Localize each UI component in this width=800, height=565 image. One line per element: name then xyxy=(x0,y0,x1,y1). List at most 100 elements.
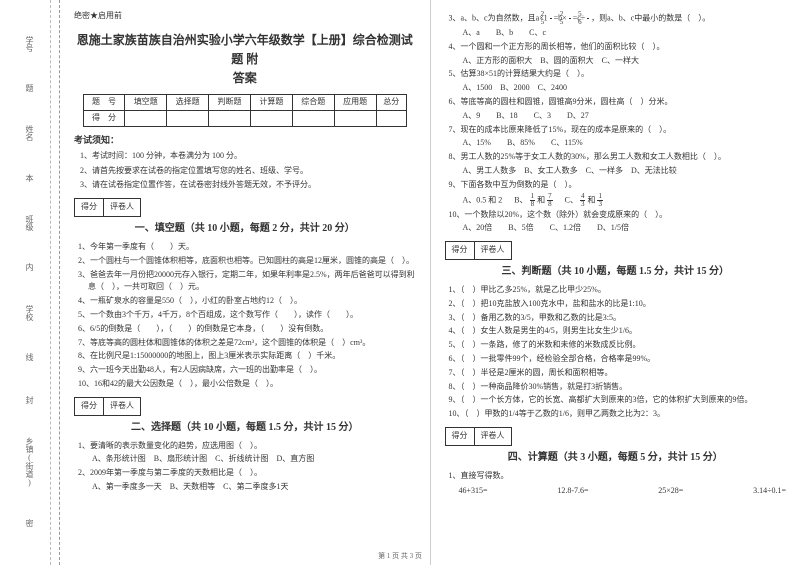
grader-name: 评卷人 xyxy=(475,241,512,260)
td xyxy=(250,111,292,127)
section-judge-title: 三、判断题（共 10 小题，每题 1.5 分，共计 15 分） xyxy=(445,264,787,280)
exam-title: 恩施土家族苗族自治州实验小学六年级数学【上册】综合检测试题 附 答案 xyxy=(74,31,416,89)
confidential-mark: 绝密★启用前 xyxy=(74,10,416,23)
choice-opts: A、15% B、85% C、115% xyxy=(463,137,787,150)
td xyxy=(209,111,251,127)
cut-mark: 线 xyxy=(26,352,34,363)
calc-item: 3.14÷0.1= xyxy=(753,485,786,498)
choice-q: 8、男工人数的25%等于女工人数的30%，那么男工人数和女工人数相比（ ）。 xyxy=(449,151,787,164)
choice-opts: A、条形统计图 B、扇形统计图 C、折线统计图 D、直方图 xyxy=(92,453,416,466)
choice-opts: A、1500 B、2000 C、2400 xyxy=(463,82,787,95)
notice-item: 3、请在试卷指定位置作答，在试卷密封线外答题无效，不予评分。 xyxy=(80,179,416,192)
fraction: 78 xyxy=(547,193,553,208)
fill-q: 3、爸爸去年一月份把20000元存入银行，定期二年，如果年利率是2.5%，两年后… xyxy=(78,269,416,295)
section-choice-title: 二、选择题（共 10 小题，每题 1.5 分，共计 15 分） xyxy=(74,420,416,436)
choice-opts: A、0.5 和 2 B、 18 和 78 C、 43 和 13 xyxy=(463,193,787,208)
q3-part: ，则a、b、c中最小的数是（ ）。 xyxy=(591,13,710,22)
opt-a: A、0.5 和 2 xyxy=(463,195,503,204)
calc-item: 46+315= xyxy=(459,485,488,498)
opt-b-pre: B、 xyxy=(514,195,527,204)
notice-header: 考试须知： xyxy=(74,133,416,147)
cut-mark: 题 xyxy=(26,83,34,94)
choice-q: 9、下面各数中互为倒数的是（ ）。 xyxy=(449,179,787,192)
gutter-label: 乡镇(街道) xyxy=(24,437,35,487)
fill-q: 9、六一班今天出勤48人，有2人因病缺席，六一班的出勤率是（ ）。 xyxy=(78,364,416,377)
td xyxy=(167,111,209,127)
choice-q: 5、估算38×51的计算结果大约是（ ）。 xyxy=(449,68,787,81)
choice-q: 7、现在的成本比原来降低了15%，现在的成本是原来的（ ）。 xyxy=(449,124,787,137)
score-table: 题 号 填空题 选择题 判断题 计算题 综合题 应用题 总分 得 分 xyxy=(83,94,407,127)
gutter-label: 学校 xyxy=(24,305,35,321)
left-column: 绝密★启用前 恩施土家族苗族自治州实验小学六年级数学【上册】综合检测试题 附 答… xyxy=(60,0,431,565)
td xyxy=(292,111,334,127)
fill-q: 4、一瓶矿泉水的容量是550（ ），小红的卧室占地约12（ ）。 xyxy=(78,295,416,308)
grader-name: 评卷人 xyxy=(475,427,512,446)
choice-q: 1、要清晰的表示数量变化的趋势，应选用图（ ）。 xyxy=(78,440,416,453)
judge-q: 4、（ ）女生人数是男生的4/5，则男生比女生少1/6。 xyxy=(449,325,787,338)
title-line1: 恩施土家族苗族自治州实验小学六年级数学【上册】综合检测试题 附 xyxy=(74,31,416,69)
choice-opts: A、9 B、18 C、3 D、27 xyxy=(463,110,787,123)
choice-q: 2、2009年第一季度与第二季度的天数相比是（ ）。 xyxy=(78,467,416,480)
fill-q: 10、16和42的最大公因数是（ ），最小公倍数是（ ）。 xyxy=(78,378,416,391)
td xyxy=(334,111,376,127)
td: 得 分 xyxy=(83,111,125,127)
th: 应用题 xyxy=(334,95,376,111)
calc-lead: 1、直接写得数。 xyxy=(449,470,787,483)
judge-q: 3、（ ）备用乙数的3/5，甲数和乙数的比是3:5。 xyxy=(449,312,787,325)
opt-c-mid: 和 xyxy=(587,195,597,204)
fill-q: 1、今年第一季度有（ ）天。 xyxy=(78,241,416,254)
th: 选择题 xyxy=(167,95,209,111)
cut-mark: 封 xyxy=(26,395,34,406)
opt-b-mid: 和 xyxy=(537,195,547,204)
th: 计算题 xyxy=(250,95,292,111)
cut-line xyxy=(50,0,51,565)
section-fill-title: 一、填空题（共 10 小题，每题 2 分，共计 20 分） xyxy=(74,221,416,237)
fraction: 13 xyxy=(597,193,603,208)
cut-mark: 内 xyxy=(26,262,34,273)
td xyxy=(376,111,406,127)
gutter-label: 班级 xyxy=(24,215,35,231)
judge-q: 6、（ ）一批零件99个，经检验全部合格，合格率是99%。 xyxy=(449,353,787,366)
grader-box: 得分 评卷人 xyxy=(445,241,787,260)
choice-opts: A、男工人数多 B、女工人数多 C、一样多 D、无法比较 xyxy=(463,165,787,178)
judge-q: 1、（ ）甲比乙多25%，就是乙比甲少25%。 xyxy=(449,284,787,297)
grader-score: 得分 xyxy=(74,198,104,217)
grader-name: 评卷人 xyxy=(104,397,141,416)
gutter-label: 姓名 xyxy=(24,125,35,141)
calc-item: 12.8-7.6= xyxy=(557,485,588,498)
choice-opts: A、20倍 B、5倍 C、1.2倍 D、1/5倍 xyxy=(463,222,787,235)
fraction: 25 xyxy=(569,11,571,26)
calc-item: 25×28= xyxy=(658,485,683,498)
grader-score: 得分 xyxy=(74,397,104,416)
notice-item: 1、考试时间：100 分钟，本卷满分为 100 分。 xyxy=(80,150,416,163)
judge-q: 10、（ ）甲数的1/4等于乙数的1/6，则甲乙两数之比为2：3。 xyxy=(449,408,787,421)
table-row: 得 分 xyxy=(83,111,406,127)
th: 综合题 xyxy=(292,95,334,111)
title-line2: 答案 xyxy=(74,69,416,88)
grader-box: 得分 评卷人 xyxy=(445,427,787,446)
choice-q: 3、a、b、c为自然数，且a×1 25 =b× 25 =c÷ 56 ，则a、b、… xyxy=(449,11,787,26)
th: 总分 xyxy=(376,95,406,111)
judge-q: 2、（ ）把10克盐放入100克水中，盐和盐水的比是1:10。 xyxy=(449,298,787,311)
fill-q: 7、等底等高的圆柱体和圆锥体的体积之差是72cm³，这个圆锥的体积是（ ）cm³… xyxy=(78,337,416,350)
judge-q: 7、（ ）半径是2厘米的圆，周长和面积相等。 xyxy=(449,367,787,380)
grader-box: 得分 评卷人 xyxy=(74,397,416,416)
choice-opts: A、正方形的面积大 B、圆的面积大 C、一样大 xyxy=(463,55,787,68)
fill-q: 5、一个数由3个千万，4千万，8个百组成，这个数写作（ ），读作（ ）。 xyxy=(78,309,416,322)
grader-box: 得分 评卷人 xyxy=(74,198,416,217)
opt-c-pre: C、 xyxy=(565,195,578,204)
fraction: 56 xyxy=(587,11,589,26)
table-row: 题 号 填空题 选择题 判断题 计算题 综合题 应用题 总分 xyxy=(83,95,406,111)
q3-part: 3、a、b、c为自然数，且a×1 xyxy=(449,13,548,22)
th: 题 号 xyxy=(83,95,125,111)
calc-row: 46+315= 12.8-7.6= 25×28= 3.14÷0.1= xyxy=(459,485,787,498)
judge-q: 8、（ ）一种商品降价30%销售，就是打3折销售。 xyxy=(449,381,787,394)
th: 判断题 xyxy=(209,95,251,111)
choice-q: 4、一个圆和一个正方形的周长相等，他们的面积比较（ ）。 xyxy=(449,41,787,54)
cut-mark: 本 xyxy=(26,173,34,184)
th: 填空题 xyxy=(125,95,167,111)
right-column: 3、a、b、c为自然数，且a×1 25 =b× 25 =c÷ 56 ，则a、b、… xyxy=(431,0,800,565)
choice-q: 10、一个数除以20%，这个数（除外）就会变成原来的（ ）。 xyxy=(449,209,787,222)
choice-q: 6、等底等高的圆柱和圆锥，圆锥高9分米，圆柱高（ ）分米。 xyxy=(449,96,787,109)
fraction: 43 xyxy=(580,193,586,208)
